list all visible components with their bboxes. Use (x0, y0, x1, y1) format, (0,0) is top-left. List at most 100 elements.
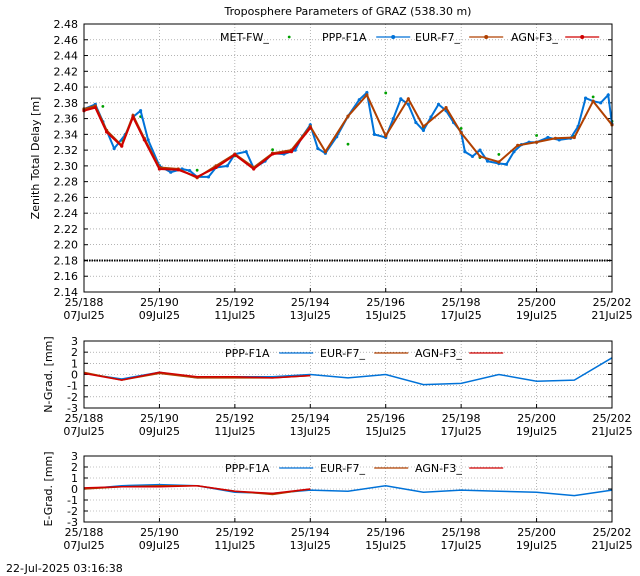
p2-x-date-label: 07Jul25 (63, 539, 104, 552)
p0-legend-label: PPP-F1A (322, 31, 367, 44)
p1-y-tick-label: 1 (71, 357, 78, 370)
p0-x-date-label: 19Jul25 (516, 309, 557, 322)
p0-series-point-pppf1a (478, 148, 482, 152)
p0-series-point-eurf7 (516, 143, 520, 147)
p1-x-tick-label: 25/188 (65, 412, 104, 425)
p0-series-point-pppf1a (546, 135, 550, 140)
p0-series-point-pppf1a (463, 150, 467, 154)
p0-x-tick-label: 25/194 (291, 296, 330, 309)
p1-series-line-agnf3 (83, 371, 311, 381)
p0-series-point-agnf3 (252, 167, 256, 171)
p0-met-point (459, 127, 463, 130)
p0-series-point-pppf1a (188, 169, 192, 173)
p0-series-point-pppf1a (406, 102, 410, 106)
p0-legend-swatch-point (580, 35, 585, 39)
p0-series-line-agnf3 (83, 106, 312, 178)
p0-series-point-agnf3 (195, 175, 199, 179)
p0-y-axis-label: Zenith Total Delay [m] (29, 97, 42, 220)
p0-series-point-agnf3 (233, 153, 237, 157)
p0-legend-label: AGN-F3_ (511, 31, 558, 44)
p0-series-point-eurf7 (384, 134, 388, 138)
p1-x-date-label: 19Jul25 (516, 425, 557, 438)
p0-series-point-pppf1a (372, 132, 376, 136)
p2-x-tick-label: 25/202 (593, 526, 632, 539)
p0-x-tick-label: 25/200 (517, 296, 556, 309)
p0-legend-label: MET-FW_ (220, 31, 269, 44)
p0-series-point-eurf7 (406, 97, 410, 101)
p0-x-tick-label: 25/198 (442, 296, 481, 309)
p0-series-point-pppf1a (244, 150, 248, 154)
p1-x-tick-label: 25/194 (291, 412, 330, 425)
p0-series-point-pppf1a (584, 96, 588, 100)
p0-series-point-pppf1a (606, 93, 610, 97)
p1-x-date-label: 13Jul25 (290, 425, 331, 438)
p1-x-tick-label: 25/198 (442, 412, 481, 425)
p0-series-point-eurf7 (534, 140, 539, 144)
p0-series-point-eurf7 (591, 99, 595, 103)
p0-x-date-label: 13Jul25 (290, 309, 331, 322)
p1-x-date-label: 17Jul25 (441, 425, 482, 438)
p2-x-date-label: 11Jul25 (214, 539, 255, 552)
p1-legend-label: EUR-F7_ (320, 347, 365, 360)
p1-x-date-label: 11Jul25 (214, 425, 255, 438)
p0-series-point-agnf3 (308, 126, 312, 130)
p0-series-point-pppf1a (357, 98, 361, 102)
p0-series-point-agnf3 (270, 152, 275, 156)
p2-x-tick-label: 25/194 (291, 526, 330, 539)
p0-series-point-agnf3 (120, 144, 124, 148)
p1-y-axis-label: N-Grad. [mm] (42, 336, 55, 412)
p0-series-point-agnf3 (214, 165, 218, 170)
p0-x-date-label: 09Jul25 (139, 309, 180, 322)
p1-x-date-label: 15Jul25 (365, 425, 406, 438)
p0-series-point-agnf3 (289, 150, 294, 154)
p0-y-tick-label: 2.18 (54, 254, 79, 267)
p0-legend-swatch (287, 35, 291, 39)
p0-x-date-label: 15Jul25 (365, 309, 406, 322)
p0-series-point-eurf7 (478, 154, 482, 159)
p2-x-date-label: 17Jul25 (441, 539, 482, 552)
p1-legend-label: AGN-F3_ (415, 347, 462, 360)
p2-x-tick-label: 25/198 (442, 526, 481, 539)
p0-series-point-pppf1a (504, 162, 508, 166)
p1-series-line-pppf1a (83, 357, 613, 386)
p2-y-tick-label: -3 (67, 516, 78, 529)
timestamp: 22-Jul-2025 03:16:38 (6, 562, 123, 575)
p2-x-date-label: 15Jul25 (365, 539, 406, 552)
p2-y-tick-label: -2 (67, 505, 78, 518)
p0-series-point-eurf7 (323, 150, 327, 154)
p1-y-tick-label: 2 (71, 346, 78, 359)
p1-frame (83, 340, 613, 409)
p1-y-tick-label: 0 (71, 369, 78, 382)
p1-x-tick-label: 25/202 (593, 412, 632, 425)
p0-series-point-pppf1a (421, 128, 426, 133)
p0-series-point-pppf1a (138, 109, 143, 113)
p0-series-point-eurf7 (365, 93, 369, 97)
p1-y-tick-label: -2 (67, 391, 78, 404)
p0-y-tick-label: 2.42 (54, 65, 79, 78)
p0-met-point (535, 134, 538, 137)
p0-y-tick-label: 2.26 (54, 191, 79, 204)
p2-y-tick-label: 2 (71, 461, 78, 474)
chart-title: Troposphere Parameters of GRAZ (538.30 m… (224, 5, 472, 18)
p1-x-date-label: 07Jul25 (63, 425, 104, 438)
p0-series-point-pppf1a (316, 146, 320, 151)
p0-legend-label: EUR-F7_ (415, 31, 460, 44)
p2-legend-label: AGN-F3_ (415, 462, 462, 475)
p2-x-date-label: 13Jul25 (290, 539, 331, 552)
p0-series-point-eurf7 (346, 114, 350, 118)
p1-x-tick-label: 25/196 (366, 412, 405, 425)
p0-y-tick-label: 2.40 (54, 81, 79, 94)
p0-series-point-pppf1a (206, 175, 211, 179)
p1-y-tick-label: -1 (67, 380, 78, 393)
p0-series-point-agnf3 (142, 138, 146, 142)
p2-legend-label: EUR-F7_ (320, 462, 365, 475)
p2-x-tick-label: 25/188 (65, 526, 104, 539)
p0-met-point (346, 142, 350, 146)
p0-series-point-eurf7 (459, 131, 463, 135)
p0-series-point-agnf3 (93, 105, 97, 110)
p0-series-point-eurf7 (553, 136, 558, 140)
p0-series-line-pppf1a (83, 90, 613, 178)
p2-legend-label: PPP-F1A (225, 462, 270, 475)
p1-x-tick-label: 25/200 (517, 412, 556, 425)
p0-y-tick-label: 2.30 (54, 160, 79, 173)
